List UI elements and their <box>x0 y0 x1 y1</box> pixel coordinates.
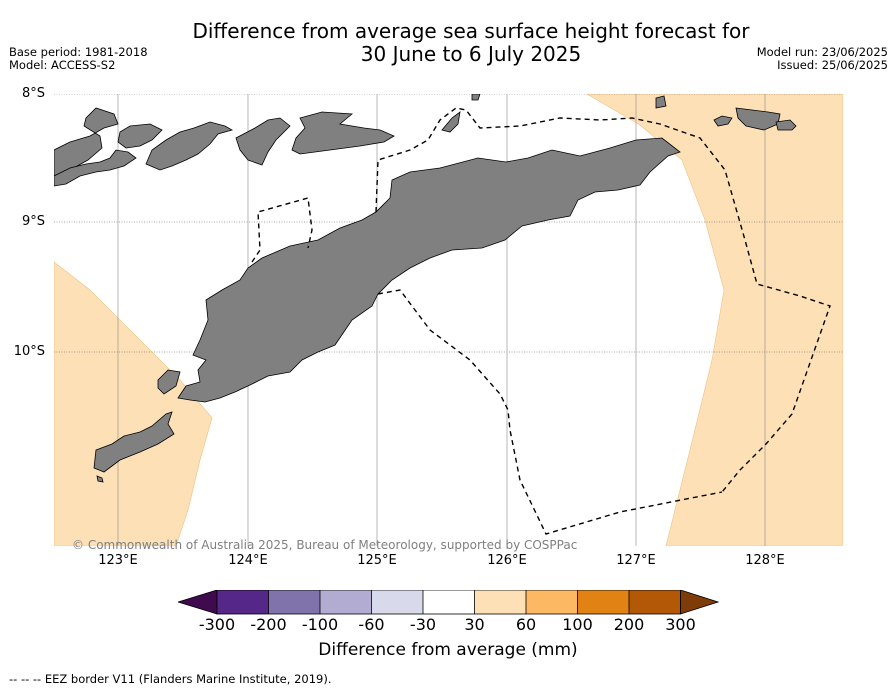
land-adonara <box>117 123 163 149</box>
land-islet-5 <box>655 95 667 109</box>
colorbar-label: Difference from average (mm) <box>318 640 578 660</box>
lat-label-8s: 8°S <box>21 86 45 101</box>
colorbar <box>178 590 719 615</box>
colorbar-bin-4 <box>371 590 423 614</box>
colorbar-tick-10: 300 <box>665 615 696 634</box>
colorbar-bin-7 <box>526 590 578 614</box>
lon-label-123e: 123°E <box>98 553 138 568</box>
grid-lines <box>54 94 843 546</box>
model-name: Model: ACCESS-S2 <box>9 58 116 72</box>
land-pantar <box>235 117 291 166</box>
colorbar-tick-9: 200 <box>613 615 645 634</box>
land-islet-2 <box>471 94 481 101</box>
land-alor <box>291 111 395 155</box>
model-run: Model run: 23/06/2025 <box>756 45 888 59</box>
meta-left: Base period: 1981-2018 Model: ACCESS-S2 <box>9 46 148 72</box>
chart-title: Difference from average sea surface heig… <box>0 20 896 66</box>
colorbar-extend-low <box>178 590 218 615</box>
colorbar-bin-6 <box>474 590 526 614</box>
colorbar-tick-7: 60 <box>515 615 537 634</box>
title-line-1: Difference from average sea surface heig… <box>192 19 750 43</box>
colorbar-bin-1 <box>217 590 269 614</box>
colorbar-frame <box>216 590 681 615</box>
title-line-2: 30 June to 6 July 2025 <box>360 42 582 66</box>
meta-right: Model run: 23/06/2025 Issued: 25/06/2025 <box>757 46 888 72</box>
eez-border-oecusse <box>251 197 313 263</box>
eez-borders <box>251 107 831 535</box>
eez-border-north <box>375 107 831 493</box>
lon-label-128e: 128°E <box>745 553 785 568</box>
map-panel <box>54 94 843 546</box>
land-timor <box>177 137 681 403</box>
colorbar-bin-2 <box>268 590 320 614</box>
colorbar-tick-5: -30 <box>409 615 437 634</box>
lon-label-126e: 126°E <box>487 553 527 568</box>
anomaly-region-west <box>54 261 213 546</box>
land-islet-6 <box>96 475 104 483</box>
colorbar-bin-3 <box>320 590 372 614</box>
lon-label-125e: 125°E <box>357 553 397 568</box>
colorbar-bin-8 <box>577 590 629 614</box>
colorbar-bin-5 <box>423 590 475 614</box>
colorbar-extend-high <box>680 590 719 615</box>
eez-legend: -- -- -- EEZ border V11 (Flanders Marine… <box>9 672 332 686</box>
copyright-note: © Commonwealth of Australia 2025, Bureau… <box>72 538 578 552</box>
colorbar-bin-9 <box>629 590 681 614</box>
land-islet-3 <box>713 115 733 127</box>
colorbar-tick-8: 100 <box>562 615 593 634</box>
colorbar-tick-6: 30 <box>464 615 485 634</box>
colorbar-tick-3: -100 <box>301 615 339 634</box>
colorbar-tick-1: -300 <box>198 615 236 634</box>
eez-border-south <box>377 289 723 535</box>
land-rote <box>93 411 175 473</box>
land-semau <box>157 369 181 395</box>
colorbar-tick-2: -200 <box>250 615 287 634</box>
lon-label-124e: 124°E <box>228 553 268 568</box>
issued-date: Issued: 25/06/2025 <box>777 58 888 72</box>
land-sumba-east <box>54 149 137 187</box>
colorbar-dividers <box>268 590 630 614</box>
colorbar-tick-4: -60 <box>358 615 385 634</box>
lat-label-9s: 9°S <box>21 214 45 229</box>
base-period: Base period: 1981-2018 <box>9 45 148 59</box>
land-lembata <box>145 121 234 171</box>
lat-label-10s: 10°S <box>13 344 45 359</box>
land-islet-1 <box>441 111 461 133</box>
land-islet-4 <box>775 119 797 131</box>
lon-label-127e: 127°E <box>616 553 656 568</box>
land-masses <box>54 94 797 483</box>
